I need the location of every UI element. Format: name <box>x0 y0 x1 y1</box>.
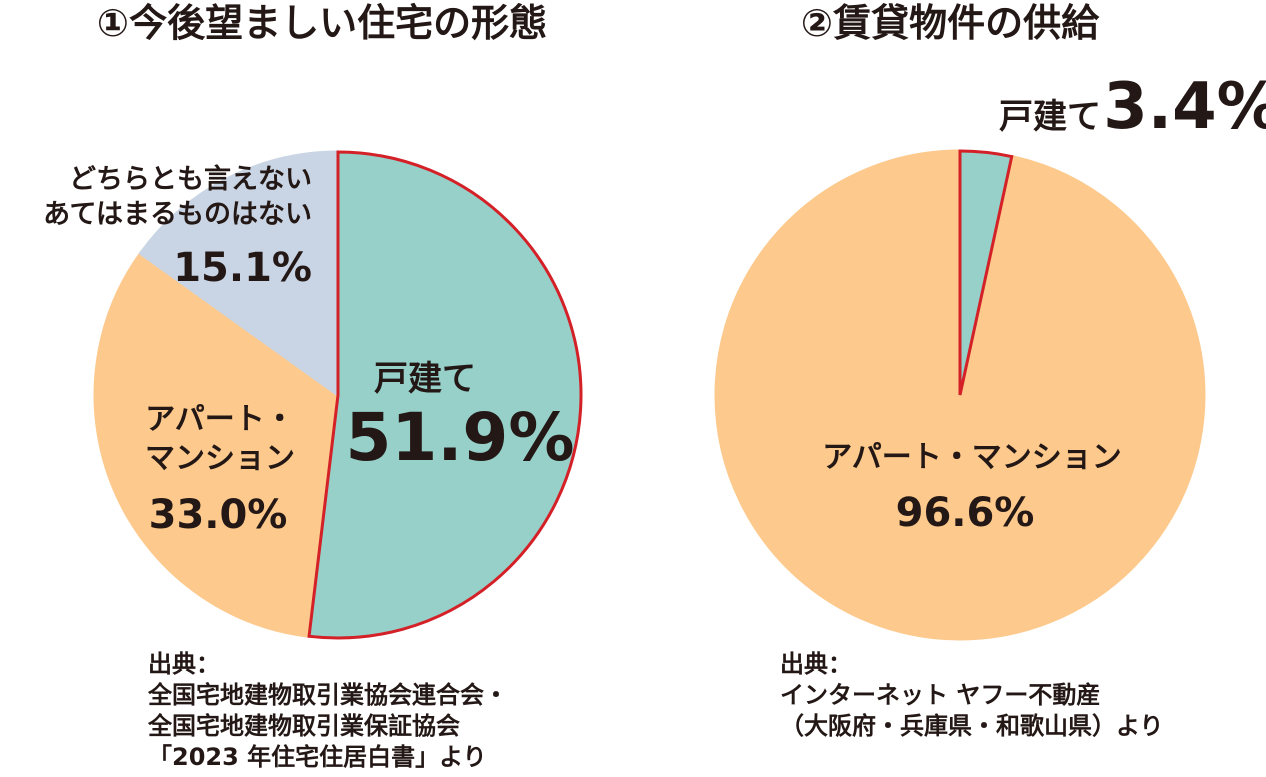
chart-title: ①今後望ましい住宅の形態 <box>97 1 547 45</box>
source-note: 出典： <box>780 650 852 678</box>
value-label: 3.4% <box>1103 70 1266 144</box>
chart-title: ②賃貸物件の供給 <box>801 1 1100 45</box>
pie-slice <box>93 251 340 638</box>
slice-label: アパート・マンション <box>145 402 295 476</box>
value-label: 33.0% <box>149 492 288 538</box>
value-label: 15.1% <box>173 245 312 291</box>
source-note: 出典： <box>148 650 220 678</box>
slice-label: アパート・マンション <box>822 440 1121 475</box>
pie-slice <box>958 149 1014 396</box>
source-note: インターネット ヤフー不動産 <box>780 681 1100 709</box>
slice-label: 戸建て <box>999 97 1101 137</box>
source-note: （大阪府・兵庫県・和歌山県）より <box>780 712 1164 740</box>
slice-label: どちらとも言えないあてはまるものはない <box>43 164 312 230</box>
pie-slice <box>307 150 583 640</box>
slice-label: 戸建て <box>374 359 476 399</box>
source-note: 全国宅地建物取引業協会連合会・ <box>147 681 508 709</box>
value-label: 96.6% <box>896 490 1035 536</box>
source-note: 全国宅地建物取引業保証協会 <box>147 712 460 740</box>
value-label: 51.9% <box>346 399 575 476</box>
pie-slice <box>138 150 340 398</box>
source-note: 「2023 年住宅住居白書」より <box>148 743 487 771</box>
